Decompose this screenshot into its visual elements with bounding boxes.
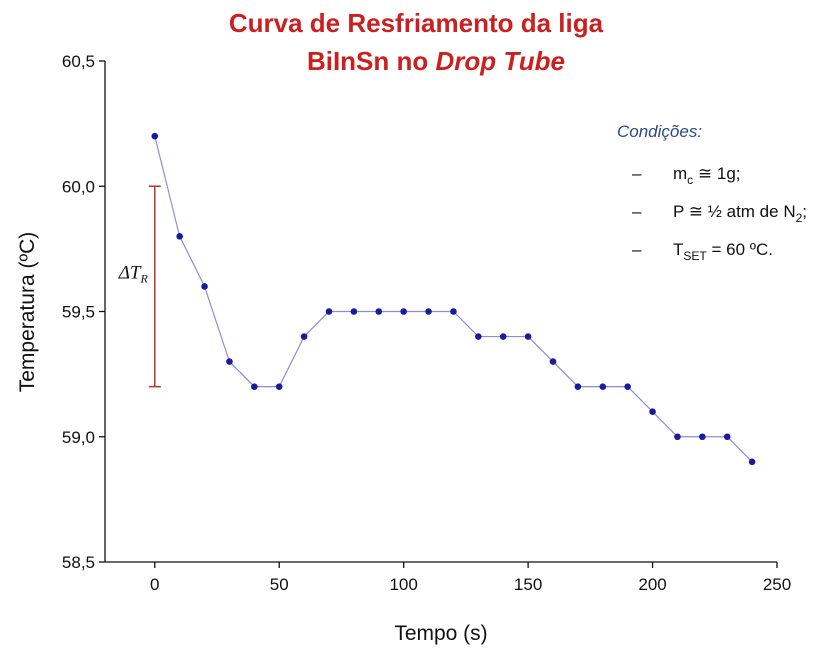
data-point bbox=[499, 333, 507, 340]
x-tick-label: 150 bbox=[514, 575, 542, 594]
x-tick-label: 100 bbox=[389, 575, 417, 594]
y-tick-label: 59,5 bbox=[62, 303, 95, 322]
x-tick-label: 50 bbox=[270, 575, 289, 594]
data-point bbox=[450, 308, 457, 315]
data-point bbox=[524, 333, 532, 340]
y-axis-label: Temperatura (ºC) bbox=[16, 232, 39, 393]
data-point bbox=[425, 308, 432, 315]
title-italic: Drop Tube bbox=[436, 46, 566, 76]
data-point bbox=[748, 458, 756, 466]
data-point bbox=[574, 383, 582, 390]
condition-text: P ≅ ½ atm de N2; bbox=[673, 202, 807, 225]
data-line bbox=[154, 136, 753, 463]
y-tick-label: 60,0 bbox=[62, 177, 95, 196]
data-point bbox=[400, 308, 407, 315]
data-point bbox=[275, 383, 283, 390]
x-tick-label: 250 bbox=[763, 575, 791, 594]
condition-text: TSET = 60 ºC. bbox=[673, 240, 773, 263]
data-point bbox=[649, 408, 656, 416]
x-axis-label: Tempo (s) bbox=[394, 622, 487, 645]
data-point bbox=[251, 383, 258, 390]
x-tick-label: 200 bbox=[638, 575, 666, 594]
data-point bbox=[475, 333, 482, 340]
data-point bbox=[549, 358, 557, 365]
condition-rest: ; bbox=[802, 202, 807, 221]
title-text: BiInSn no bbox=[307, 46, 436, 76]
data-point bbox=[624, 383, 631, 390]
data-point bbox=[599, 383, 607, 390]
conditions-heading: Condições: bbox=[617, 122, 702, 141]
condition-dash: – bbox=[632, 202, 642, 221]
x-tick-label: 0 bbox=[150, 575, 159, 594]
delta-sub: R bbox=[139, 271, 148, 285]
data-point bbox=[325, 308, 333, 315]
data-point bbox=[699, 433, 706, 441]
chart-title-2: BiInSn no Drop Tube bbox=[307, 46, 565, 76]
data-point bbox=[350, 308, 358, 315]
condition-dash: – bbox=[632, 240, 642, 259]
condition-main: P ≅ ½ atm de N bbox=[673, 202, 796, 221]
condition-sub: 2 bbox=[796, 211, 803, 225]
y-tick-label: 58,5 bbox=[62, 553, 95, 572]
delta-label: ΔTR bbox=[118, 262, 149, 285]
data-point bbox=[723, 433, 731, 441]
data-point bbox=[226, 358, 233, 365]
condition-rest: = 60 ºC. bbox=[707, 240, 773, 259]
condition-main: m bbox=[673, 164, 687, 183]
y-tick-label: 60,5 bbox=[62, 52, 95, 71]
data-point bbox=[375, 308, 383, 315]
data-point bbox=[151, 132, 159, 140]
data-point bbox=[674, 433, 681, 441]
delta-text: ΔT bbox=[118, 262, 142, 283]
y-tick-label: 59,0 bbox=[62, 428, 95, 447]
condition-dash: – bbox=[632, 164, 642, 183]
condition-sub: c bbox=[687, 173, 693, 187]
condition-sub: SET bbox=[683, 249, 707, 263]
data-point bbox=[300, 333, 308, 340]
condition-main: T bbox=[673, 240, 683, 259]
condition-text: mc ≅ 1g; bbox=[673, 164, 741, 187]
chart-title: Curva de Resfriamento da liga bbox=[229, 8, 604, 38]
data-point bbox=[201, 283, 208, 290]
data-point bbox=[176, 233, 183, 240]
condition-rest: ≅ 1g; bbox=[693, 164, 740, 183]
